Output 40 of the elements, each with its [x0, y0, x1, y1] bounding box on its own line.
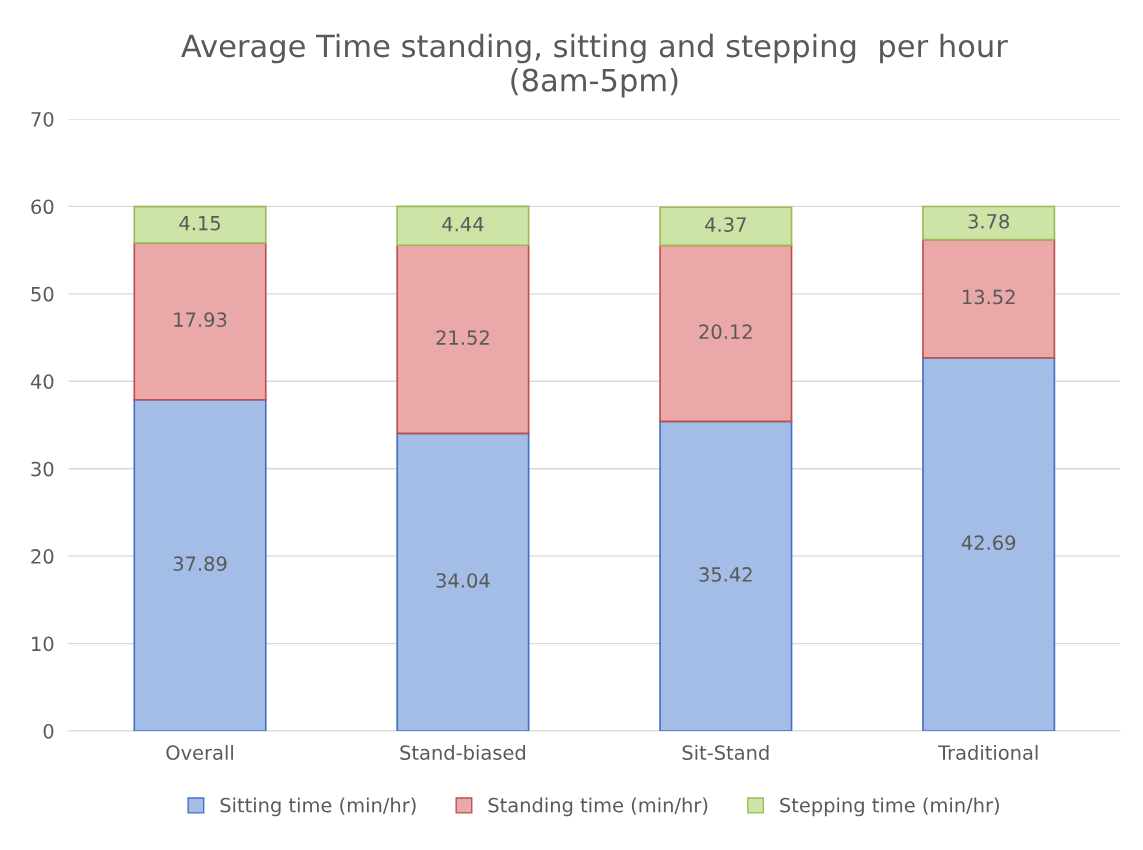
chart-title: Average Time standing, sitting and stepping per hour (8am-5pm): [181, 33, 1008, 98]
bar: [396, 432, 530, 731]
data-label: 4.37: [705, 217, 746, 232]
x-tick-label: Overall: [166, 744, 233, 760]
bar: [133, 398, 267, 731]
y-tick-label: 30: [31, 461, 54, 477]
data-label: 21.52: [436, 330, 489, 345]
y-tick-label: 10: [32, 636, 54, 652]
data-label: 37.89: [173, 556, 227, 572]
data-label: 13.52: [963, 289, 1015, 305]
legend-label: Stepping time (min/hr): [780, 797, 999, 817]
bar: [922, 356, 1056, 731]
legend-label: Standing time (min/hr): [488, 797, 708, 817]
data-label: 4.44: [442, 217, 484, 232]
data-label: 35.42: [699, 567, 752, 582]
y-tick-label: 0: [43, 723, 54, 739]
x-tick-label: Stand-biased: [400, 744, 525, 760]
data-label: 20.12: [699, 324, 752, 340]
data-label: 4.15: [179, 216, 220, 231]
data-label: 17.93: [174, 312, 227, 327]
bar: [659, 420, 793, 731]
bar: [133, 205, 267, 244]
bar: [922, 205, 1056, 241]
bar: [922, 238, 1056, 359]
y-tick-label: 70: [31, 111, 54, 127]
x-tick-label: Traditional: [938, 744, 1038, 760]
y-tick-label: 40: [30, 374, 54, 389]
bar: [396, 244, 530, 435]
data-label: 42.69: [961, 535, 1016, 551]
data-label: 3.78: [968, 213, 1010, 229]
legend-label: Sitting time (min/hr): [220, 797, 416, 817]
bar: [133, 242, 267, 401]
x-tick-label: Sit-Stand: [682, 744, 769, 760]
bar: [396, 205, 530, 247]
y-tick-label: 60: [31, 199, 54, 215]
y-tick-label: 20: [31, 549, 54, 564]
bar: [659, 244, 793, 423]
y-tick-label: 50: [31, 286, 54, 302]
bar: [659, 206, 793, 247]
data-label: 34.04: [436, 573, 490, 588]
